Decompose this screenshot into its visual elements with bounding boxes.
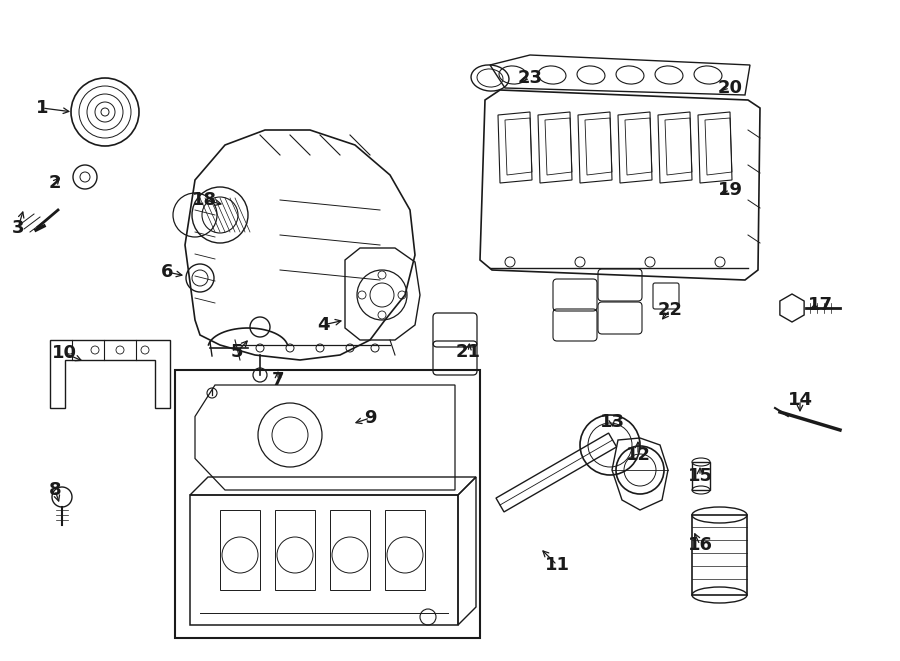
Bar — [692, 462, 710, 490]
Text: 5: 5 — [230, 343, 243, 361]
Text: 9: 9 — [364, 409, 376, 427]
Text: 2: 2 — [49, 174, 61, 192]
Text: 15: 15 — [688, 467, 713, 485]
Bar — [275, 510, 315, 590]
Text: 11: 11 — [544, 556, 570, 574]
Bar — [385, 510, 425, 590]
Text: 3: 3 — [12, 219, 24, 237]
Text: 14: 14 — [788, 391, 813, 409]
Circle shape — [101, 108, 109, 116]
Text: 13: 13 — [599, 413, 625, 431]
Text: 1: 1 — [36, 99, 49, 117]
Bar — [175, 370, 480, 638]
Text: 16: 16 — [688, 536, 713, 554]
Text: 7: 7 — [272, 371, 284, 389]
Bar — [220, 510, 260, 590]
Text: 6: 6 — [161, 263, 173, 281]
Bar — [692, 515, 747, 595]
Text: 10: 10 — [51, 344, 76, 362]
Text: 22: 22 — [658, 301, 682, 319]
Text: 23: 23 — [518, 69, 543, 87]
Bar — [330, 510, 370, 590]
Text: 18: 18 — [193, 191, 218, 209]
Text: 12: 12 — [626, 446, 651, 464]
Text: 4: 4 — [317, 316, 329, 334]
Text: 19: 19 — [717, 181, 742, 199]
Text: 21: 21 — [455, 343, 481, 361]
Text: 8: 8 — [49, 481, 61, 499]
Text: 17: 17 — [807, 296, 833, 314]
Text: 20: 20 — [717, 79, 742, 97]
